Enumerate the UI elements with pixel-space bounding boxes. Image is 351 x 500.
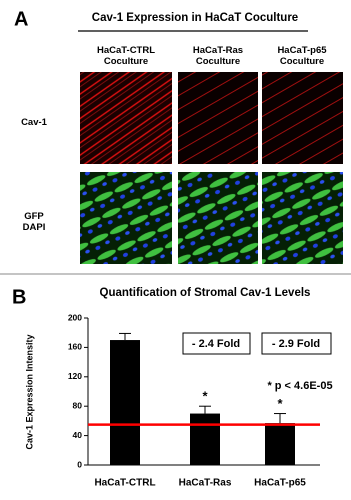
bar <box>110 340 140 465</box>
y-axis-label: Cav-1 Expression Intensity <box>24 334 34 449</box>
y-tick-label: 120 <box>68 371 82 381</box>
micrograph <box>178 172 258 264</box>
y-tick-label: 80 <box>73 400 83 410</box>
micrograph <box>80 72 172 164</box>
column-header: HaCaT-CTRL Coculture <box>97 45 155 67</box>
bar <box>190 413 220 465</box>
significance-marker: * <box>202 389 208 404</box>
micrograph <box>80 172 172 264</box>
x-tick-label: HaCaT-p65 <box>254 478 306 489</box>
row-label: Cav-1 <box>21 117 48 128</box>
error-bar <box>199 405 211 414</box>
column-header: HaCaT-Ras Coculture <box>193 45 243 67</box>
significance-marker: * <box>277 396 283 411</box>
annotation-box <box>261 332 332 355</box>
x-tick-label: HaCaT-CTRL <box>94 478 155 489</box>
error-bar <box>119 332 131 341</box>
chart-title: Quantification of Stromal Cav-1 Levels <box>100 287 311 299</box>
annotation: * p < 4.6E-05 <box>267 380 332 392</box>
panel-title: Cav-1 Expression in HaCaT Coculture <box>92 12 298 24</box>
annotation: - 2.9 Fold <box>272 338 320 350</box>
micrograph <box>262 72 343 164</box>
annotation: - 2.4 Fold <box>192 338 240 350</box>
error-bar <box>274 413 286 424</box>
row-label: GFP DAPI <box>23 211 46 233</box>
y-tick-label: 40 <box>73 430 83 440</box>
column-header: HaCaT-p65 Coculture <box>277 45 327 67</box>
panel-label: B <box>12 286 26 308</box>
panel-label: A <box>14 8 28 30</box>
bar <box>265 423 295 465</box>
y-tick-label: 160 <box>68 342 82 352</box>
y-tick-label: 200 <box>68 312 82 322</box>
micrograph <box>262 172 343 264</box>
micrograph <box>178 72 258 164</box>
micrographs <box>80 72 343 264</box>
x-tick-label: HaCaT-Ras <box>179 478 232 489</box>
annotation-box <box>182 332 251 355</box>
y-tick-label: 0 <box>77 459 82 469</box>
